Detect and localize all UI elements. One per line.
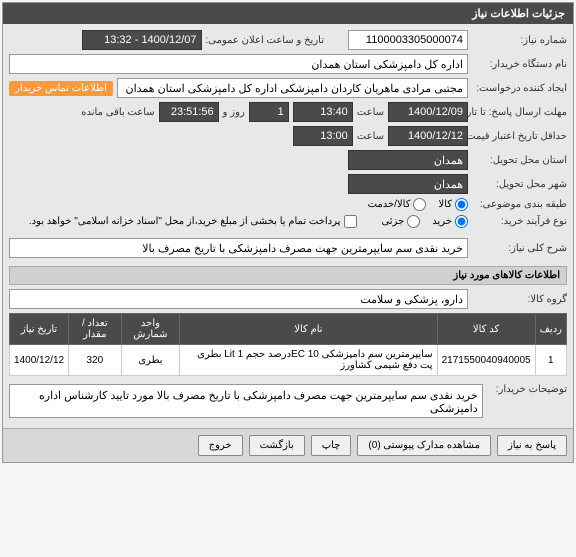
deadline-date-field: [388, 102, 468, 122]
reply-button[interactable]: پاسخ به نیاز: [497, 435, 567, 456]
desc-field[interactable]: [9, 238, 468, 258]
cat-kala-option[interactable]: کالا: [438, 198, 468, 211]
button-bar: پاسخ به نیاز مشاهده مدارک پیوستی (0) چاپ…: [3, 428, 573, 462]
th-unit: واحد شمارش: [121, 314, 180, 345]
row-province: استان محل تحویل:: [9, 150, 567, 170]
buyer-label: نام دستگاه خریدار:: [472, 59, 567, 70]
city-label: شهر محل تحویل:: [472, 179, 567, 190]
buyer-notes-label: توضیحات خریدار:: [487, 384, 567, 395]
th-row: ردیف: [535, 314, 566, 345]
announce-label: تاریخ و ساعت اعلان عمومی:: [206, 35, 325, 46]
back-button[interactable]: بازگشت: [249, 435, 305, 456]
exit-button[interactable]: خروج: [198, 435, 243, 456]
proc-joz-option[interactable]: جزئی: [381, 215, 420, 228]
cat-khadamat-option[interactable]: کالا/خدمت: [368, 198, 427, 211]
row-requester: ایجاد کننده درخواست: اطلاعات تماس خریدار: [9, 78, 567, 98]
requester-field[interactable]: [117, 78, 468, 98]
province-field: [348, 150, 468, 170]
th-code: کد کالا: [437, 314, 535, 345]
desc-label: شرح کلی نیاز:: [472, 243, 567, 254]
rooz-va-label: روز و: [223, 107, 245, 118]
buyer-notes-field[interactable]: [9, 384, 483, 418]
need-number-label: شماره نیاز:: [472, 35, 567, 46]
cell-code: 2171550040940005: [437, 345, 535, 376]
row-validity: حداقل تاریخ اعتبار قیمت: تا تاریخ: ساعت: [9, 126, 567, 146]
row-buyer: نام دستگاه خریدار:: [9, 54, 567, 74]
proc-joz-radio[interactable]: [407, 215, 420, 228]
deadline-time-field: [293, 102, 353, 122]
items-section-header: اطلاعات کالاهای مورد نیاز: [9, 266, 567, 285]
cell-qty: 320: [69, 345, 121, 376]
remaining-time-field: [159, 102, 219, 122]
process-label: نوع فرآیند خرید:: [472, 216, 567, 227]
deadline-label: مهلت ارسال پاسخ: تا تاریخ:: [472, 107, 567, 118]
buyer-field[interactable]: [9, 54, 468, 74]
remaining-label: ساعت باقی مانده: [81, 107, 154, 118]
payment-checkbox-row: پرداخت تمام یا بخشی از مبلغ خرید،از محل …: [29, 215, 358, 228]
proc-kharid-radio[interactable]: [455, 215, 468, 228]
row-city: شهر محل تحویل:: [9, 174, 567, 194]
row-process: نوع فرآیند خرید: خرید جزئی پرداخت تمام ی…: [9, 215, 567, 228]
row-deadline: مهلت ارسال پاسخ: تا تاریخ: ساعت روز و سا…: [9, 102, 567, 122]
group-field[interactable]: [9, 289, 468, 309]
panel-title: جزئیات اطلاعات نیاز: [3, 3, 573, 24]
table-row[interactable]: 1 2171550040940005 سایپرمترین سم دامپزشک…: [10, 345, 567, 376]
validity-label: حداقل تاریخ اعتبار قیمت: تا تاریخ:: [472, 131, 567, 142]
need-number-field[interactable]: [348, 30, 468, 50]
attachments-button[interactable]: مشاهده مدارک پیوستی (0): [357, 435, 491, 456]
payment-note-text: پرداخت تمام یا بخشی از مبلغ خرید،از محل …: [29, 216, 341, 227]
requester-label: ایجاد کننده درخواست:: [472, 83, 567, 94]
cell-date: 1400/12/12: [10, 345, 69, 376]
cell-unit: بطری: [121, 345, 180, 376]
row-desc: شرح کلی نیاز:: [9, 238, 567, 258]
row-group: گروه کالا:: [9, 289, 567, 309]
cell-name: سایپرمترین سم دامپزشکی EC 10درصد حجم Lit…: [180, 345, 437, 376]
announce-field: [82, 30, 202, 50]
saat-label-2: ساعت: [357, 131, 384, 142]
th-name: نام کالا: [180, 314, 437, 345]
payment-checkbox[interactable]: [344, 215, 357, 228]
city-field: [348, 174, 468, 194]
th-date: تاریخ نیاز: [10, 314, 69, 345]
province-label: استان محل تحویل:: [472, 155, 567, 166]
validity-date-field: [388, 126, 468, 146]
validity-time-field: [293, 126, 353, 146]
proc-kharid-option[interactable]: خرید: [432, 215, 468, 228]
items-table: ردیف کد کالا نام کالا واحد شمارش تعداد /…: [9, 313, 567, 376]
row-need-number: شماره نیاز: تاریخ و ساعت اعلان عمومی:: [9, 30, 567, 50]
category-label: طبقه بندی موضوعی:: [472, 199, 567, 210]
category-radio-group: کالا کالا/خدمت: [368, 198, 468, 211]
days-count-field: [249, 102, 289, 122]
cat-khadamat-radio[interactable]: [413, 198, 426, 211]
th-qty: تعداد / مقدار: [69, 314, 121, 345]
details-panel: جزئیات اطلاعات نیاز شماره نیاز: تاریخ و …: [2, 2, 574, 463]
group-label: گروه کالا:: [472, 294, 567, 305]
panel-body: شماره نیاز: تاریخ و ساعت اعلان عمومی: نا…: [3, 24, 573, 428]
saat-label-1: ساعت: [357, 107, 384, 118]
cell-idx: 1: [535, 345, 566, 376]
cat-kala-radio[interactable]: [455, 198, 468, 211]
process-radio-group: خرید جزئی: [381, 215, 468, 228]
row-buyer-notes: توضیحات خریدار:: [9, 384, 567, 418]
table-header-row: ردیف کد کالا نام کالا واحد شمارش تعداد /…: [10, 314, 567, 345]
contact-badge[interactable]: اطلاعات تماس خریدار: [9, 81, 113, 96]
print-button[interactable]: چاپ: [311, 435, 352, 456]
row-category: طبقه بندی موضوعی: کالا کالا/خدمت: [9, 198, 567, 211]
